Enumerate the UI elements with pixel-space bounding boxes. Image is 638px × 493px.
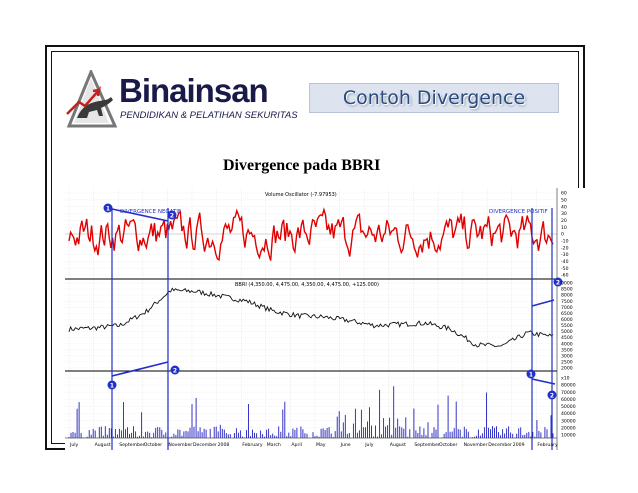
marker-2-price-positive-text: 2 xyxy=(550,392,554,399)
month-tick-label: December xyxy=(193,442,217,448)
marker-2-price-negative-text: 2 xyxy=(173,367,177,374)
month-tick-label: July xyxy=(364,442,374,448)
axis-tick-label: 50 xyxy=(561,197,567,203)
month-tick-label: April xyxy=(291,442,302,448)
month-tick-label: 2008 xyxy=(218,442,230,448)
month-axis-ticks: July August September October November Decemb… xyxy=(69,442,558,448)
axis-tick-label: 6500 xyxy=(561,311,573,317)
axis-tick-label: 6000 xyxy=(561,317,573,323)
marker-1-negative-text: 1 xyxy=(106,205,110,212)
trend-line-price-negative xyxy=(111,361,169,377)
axis-tick-label: 10000 xyxy=(561,433,576,439)
marker-1-price-negative: 1 xyxy=(107,380,117,390)
trend-line-price-positive xyxy=(531,378,556,385)
price-line xyxy=(68,287,554,348)
month-tick-label: October xyxy=(144,442,162,448)
axis-tick-label: 3000 xyxy=(561,353,573,359)
month-tick-label: June xyxy=(340,442,351,448)
bull-triangle-icon xyxy=(66,70,118,128)
brand-tagline: PENDIDIKAN & PELATIHAN SEKURITAS xyxy=(120,110,298,121)
month-tick-label: November xyxy=(464,442,488,448)
trend-line-osc-positive xyxy=(531,299,555,307)
axis-tick-label: x10 xyxy=(561,376,570,382)
month-tick-label: March xyxy=(267,442,281,448)
marker-2-positive: 2 xyxy=(553,277,563,287)
volume-bars xyxy=(68,386,554,438)
axis-tick-label: 4000 xyxy=(561,341,573,347)
axis-tick-label: 2000 xyxy=(561,366,573,372)
axis-tick-label: -60 xyxy=(561,273,569,279)
axis-tick-label: 0 xyxy=(561,232,564,238)
axis-tick-label: 4500 xyxy=(561,335,573,341)
price-axis-ticks: 9000850080007500700065006000550050004500… xyxy=(561,281,573,372)
annotation-negative: DIVERGENCE NEGATIF xyxy=(120,209,181,215)
month-tick-label: August xyxy=(390,442,406,448)
axis-tick-label: 5000 xyxy=(561,329,573,335)
month-tick-label: February xyxy=(242,442,263,448)
slide-frame: Binainsan PENDIDIKAN & PELATIHAN SEKURIT… xyxy=(45,45,585,450)
axis-tick-label: 20000 xyxy=(561,425,576,431)
axis-tick-label: 60 xyxy=(561,191,567,197)
marker-2-price-positive: 2 xyxy=(547,390,557,400)
oscillator-label: Volume Oscillator (-7.97953) xyxy=(265,192,337,198)
month-tick-label: October xyxy=(439,442,457,448)
marker-1-price-negative-text: 1 xyxy=(110,382,114,389)
oscillator-line xyxy=(68,207,554,262)
axis-tick-label: 50000 xyxy=(561,404,576,410)
axis-tick-label: 40 xyxy=(561,204,567,210)
axis-tick-label: 60000 xyxy=(561,397,576,403)
axis-tick-label: 8500 xyxy=(561,287,573,293)
axis-tick-label: -30 xyxy=(561,252,569,258)
axis-tick-label: 5500 xyxy=(561,323,573,329)
title-box: Contoh Divergence xyxy=(309,83,559,113)
price-label: BBRI (4,350.00, 4,475.00, 4,350.00, 4,47… xyxy=(235,282,379,288)
inner-frame: Binainsan PENDIDIKAN & PELATIHAN SEKURIT… xyxy=(51,51,585,450)
month-tick-label: September xyxy=(414,442,440,448)
axis-tick-label: 7000 xyxy=(561,305,573,311)
axis-tick-label: -40 xyxy=(561,259,569,265)
axis-tick-label: 40000 xyxy=(561,411,576,417)
chart-grid xyxy=(65,188,557,438)
axis-tick-label: 9000 xyxy=(561,281,573,287)
slide-title: Contoh Divergence xyxy=(342,87,526,109)
month-tick-label: 2009 xyxy=(513,442,525,448)
marker-2-positive-text: 2 xyxy=(556,279,560,286)
brand-name: Binainsan xyxy=(119,72,269,109)
axis-tick-label: 2500 xyxy=(561,360,573,366)
axis-tick-label: 7500 xyxy=(561,299,573,305)
marker-1-positive-text: 1 xyxy=(529,371,533,378)
month-tick-label: August xyxy=(95,442,111,448)
axis-tick-label: 30000 xyxy=(561,418,576,424)
month-tick-label: December xyxy=(488,442,512,448)
marker-2-negative-text: 2 xyxy=(170,212,174,219)
axis-tick-label: 80000 xyxy=(561,383,576,389)
axis-tick-label: 10 xyxy=(561,225,567,231)
axis-tick-label: -50 xyxy=(561,266,569,272)
axis-tick-label: 70000 xyxy=(561,390,576,396)
month-tick-label: February xyxy=(537,442,558,448)
annotation-positive: DIVERGENCE POSITIF xyxy=(489,209,548,215)
axis-tick-label: 3500 xyxy=(561,347,573,353)
month-tick-label: July xyxy=(69,442,79,448)
month-tick-label: November xyxy=(168,442,192,448)
month-tick-label: May xyxy=(316,442,326,448)
chart-area: Volume Oscillator (-7.97953) BBRI (4,350… xyxy=(65,188,585,450)
axis-tick-label: -20 xyxy=(561,245,569,251)
marker-2-price-negative: 2 xyxy=(170,365,180,375)
trend-line-osc-negative xyxy=(111,208,169,222)
axis-tick-label: 30 xyxy=(561,211,567,217)
axis-tick-label: 20 xyxy=(561,218,567,224)
binainsan-logo: Binainsan PENDIDIKAN & PELATIHAN SEKURIT… xyxy=(65,70,305,132)
marker-2-negative: 2 xyxy=(167,210,177,220)
axis-tick-label: 8000 xyxy=(561,293,573,299)
chart-subtitle: Divergence pada BBRI xyxy=(223,157,381,174)
stock-chart: Volume Oscillator (-7.97953) BBRI (4,350… xyxy=(65,188,585,450)
marker-1-negative: 1 xyxy=(103,203,113,213)
marker-1-positive: 1 xyxy=(526,369,536,379)
month-tick-label: September xyxy=(119,442,145,448)
axis-tick-label: -10 xyxy=(561,238,569,244)
